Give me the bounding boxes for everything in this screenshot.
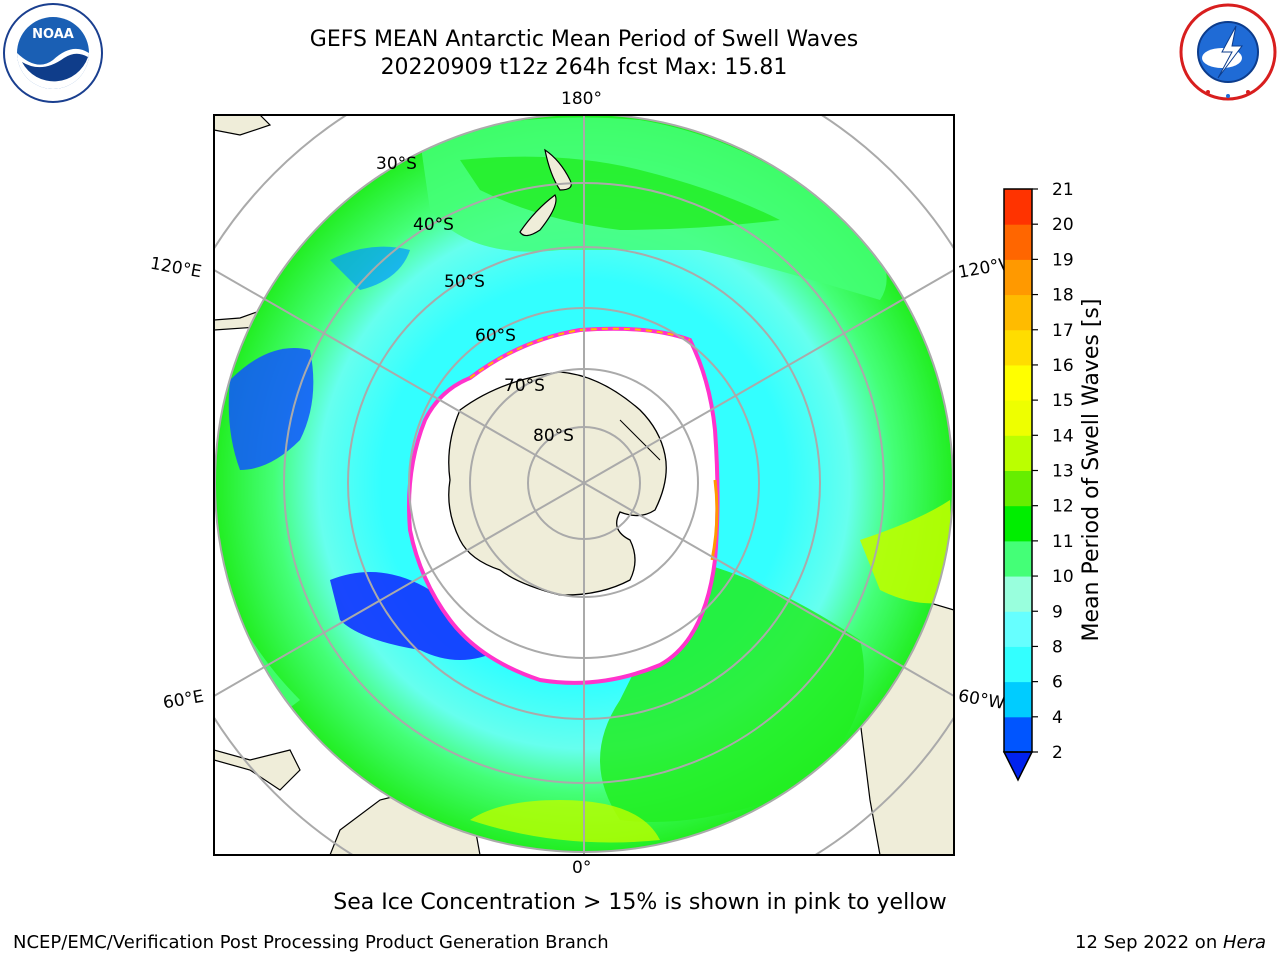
colorbar-block [1004, 576, 1032, 612]
colorbar-block [1004, 329, 1032, 366]
colorbar-tick-label: 4 [1052, 708, 1063, 728]
lat-label-80s: 80°S [533, 426, 574, 446]
colorbar-block [1004, 646, 1032, 683]
colorbar-tick-label: 10 [1052, 567, 1074, 587]
lat-label-70s: 70°S [504, 376, 545, 396]
colorbar-block [1004, 470, 1032, 507]
map-frame [213, 114, 955, 856]
colorbar-block [1004, 294, 1032, 331]
date-text: 12 Sep 2022 on [1075, 932, 1223, 953]
lat-label-60s: 60°S [475, 326, 516, 346]
colorbar-tick-label: 14 [1052, 426, 1074, 446]
colorbar-block [1004, 224, 1032, 260]
lon-label-120e: 120°E [148, 253, 204, 283]
colorbar-extend-triangle [1002, 751, 1034, 782]
colorbar-block [1004, 716, 1032, 753]
colorbar-block [1004, 681, 1032, 718]
colorbar-tick-label: 12 [1052, 497, 1074, 517]
colorbar-tick-label: 17 [1052, 321, 1074, 341]
colorbar-block [1004, 435, 1032, 471]
nws-logo [1179, 3, 1277, 101]
sea-ice-note: Sea Ice Concentration > 15% is shown in … [333, 890, 947, 915]
lon-label-60e: 60°E [161, 686, 206, 714]
colorbar-block [1004, 540, 1032, 577]
colorbar-block [1004, 400, 1032, 436]
colorbar: 2 4 6 8 9 10 11 12 13 14 15 16 17 18 19 20 21 Mean Perio… [1002, 180, 1104, 782]
chart-title: GEFS MEAN Antarctic Mean Period of Swell… [309, 27, 859, 52]
new-zealand [519, 148, 572, 237]
credit-text: NCEP/EMC/Verification Post Processing Pr… [13, 932, 609, 953]
noaa-logo: NOAA [3, 3, 103, 103]
lon-label-180: 180° [561, 89, 602, 109]
lat-label-30s: 30°S [376, 154, 417, 174]
colorbar-tick-label: 18 [1052, 286, 1074, 306]
colorbar-tick-label: 20 [1052, 215, 1074, 235]
colorbar-tick-label: 13 [1052, 462, 1074, 482]
colorbar-label: Mean Period of Swell Waves [s] [1079, 299, 1104, 642]
lon-label-0: 0° [572, 858, 592, 878]
colorbar-tick-label: 11 [1052, 532, 1074, 552]
colorbar-tick-label: 15 [1052, 391, 1074, 411]
chart-subtitle: 20220909 t12z 264h fcst Max: 15.81 [380, 55, 788, 80]
polar-map: 30°S 40°S 50°S 60°S 70°S 80°S [213, 114, 955, 856]
lat-label-50s: 50°S [444, 272, 485, 292]
colorbar-tick-label: 16 [1052, 356, 1074, 376]
colorbar-tick-label: 9 [1052, 602, 1063, 622]
colorbar-block [1004, 611, 1032, 647]
colorbar-block [1004, 505, 1032, 542]
colorbar-tick-label: 8 [1052, 637, 1063, 657]
generation-date: 12 Sep 2022 on Hera [1075, 932, 1266, 953]
machine-name: Hera [1222, 932, 1266, 953]
colorbar-tick-label: 6 [1052, 673, 1063, 693]
lat-label-40s: 40°S [413, 215, 454, 235]
colorbar-tick-label: 19 [1052, 250, 1074, 270]
antarctica-landmass [448, 371, 667, 596]
colorbar-tick-label: 21 [1052, 180, 1074, 200]
colorbar-block [1004, 259, 1032, 296]
colorbar-block [1004, 189, 1032, 225]
colorbar-block [1004, 364, 1032, 401]
colorbar-tick-label: 2 [1052, 743, 1063, 763]
noaa-logo-text: NOAA [32, 27, 74, 42]
